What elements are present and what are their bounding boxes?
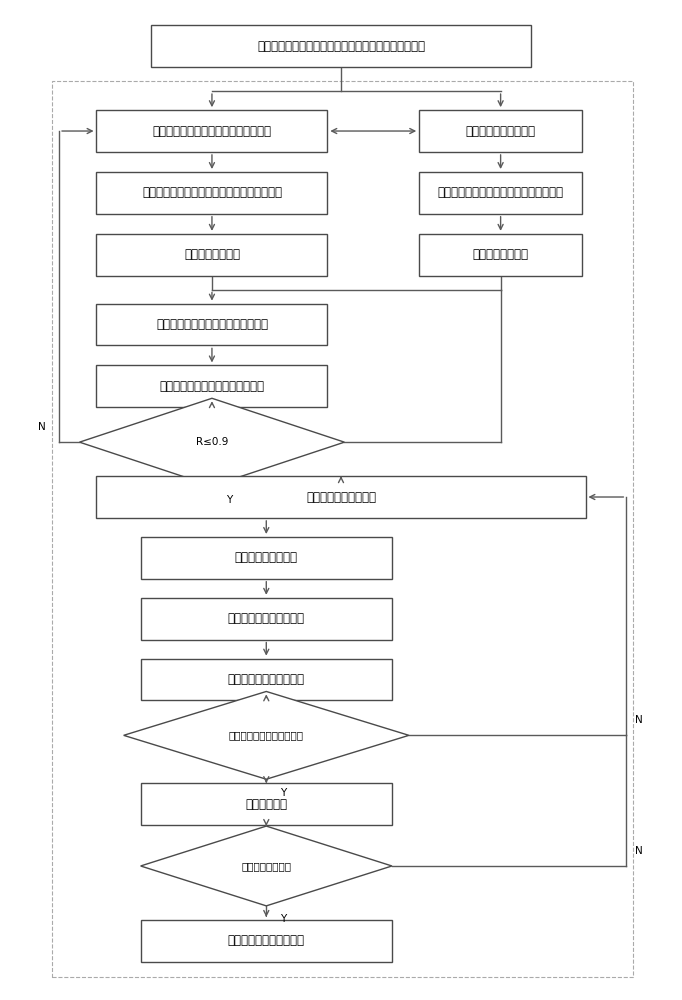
Text: 计算各相位有效绿灯时间: 计算各相位有效绿灯时间 — [228, 612, 305, 625]
FancyBboxPatch shape — [96, 234, 327, 276]
Polygon shape — [123, 691, 409, 779]
Text: 确定信号控制相位方案: 确定信号控制相位方案 — [466, 125, 535, 138]
Text: 确定配时时段内交叉口各个进口道各流向的设计交通量: 确定配时时段内交叉口各个进口道各流向的设计交通量 — [257, 40, 425, 53]
Text: 满足信号配时各项约束条件: 满足信号配时各项约束条件 — [228, 730, 303, 740]
Text: 确定黄灯时间、全红时间、绿灯间隔时间: 确定黄灯时间、全红时间、绿灯间隔时间 — [438, 186, 563, 199]
Text: Y: Y — [280, 788, 286, 798]
FancyBboxPatch shape — [140, 598, 392, 640]
FancyBboxPatch shape — [419, 172, 582, 214]
FancyBboxPatch shape — [419, 234, 582, 276]
Text: N: N — [635, 715, 642, 725]
FancyBboxPatch shape — [140, 537, 392, 579]
Text: Y: Y — [280, 914, 286, 924]
Text: 计算最佳信号周期时间: 计算最佳信号周期时间 — [306, 491, 376, 504]
Text: 确定绿灯间隔时间: 确定绿灯间隔时间 — [184, 248, 240, 261]
Text: 满足服务水平要求: 满足服务水平要求 — [241, 861, 291, 871]
FancyBboxPatch shape — [96, 304, 327, 345]
Text: 计算各相位绿灯显示时间: 计算各相位绿灯显示时间 — [228, 673, 305, 686]
Text: 确定各个相位各车道组的设计流量比: 确定各个相位各车道组的设计流量比 — [156, 318, 268, 331]
Polygon shape — [140, 826, 392, 906]
Polygon shape — [80, 398, 344, 486]
Text: 确定信号损失时间: 确定信号损失时间 — [473, 248, 529, 261]
Text: Y: Y — [226, 495, 232, 505]
Text: 确定交叉口各个进口方向车道渠化方案: 确定交叉口各个进口方向车道渠化方案 — [153, 125, 271, 138]
FancyBboxPatch shape — [151, 25, 531, 67]
FancyBboxPatch shape — [140, 920, 392, 962]
Text: N: N — [38, 422, 46, 432]
FancyBboxPatch shape — [140, 783, 392, 825]
Text: R≤0.9: R≤0.9 — [196, 437, 228, 447]
Text: 计算延误时间: 计算延误时间 — [246, 798, 287, 811]
Text: 估算交叉口各个相位各车道组的设计饱和流率: 估算交叉口各个相位各车道组的设计饱和流率 — [142, 186, 282, 199]
Text: 完成交叉口信号控制设计: 完成交叉口信号控制设计 — [228, 934, 305, 947]
Text: 计算各个相位关键设计流量比总和: 计算各个相位关键设计流量比总和 — [160, 380, 265, 393]
FancyBboxPatch shape — [140, 659, 392, 700]
Text: 计算总有效绿灯时间: 计算总有效绿灯时间 — [235, 551, 298, 564]
FancyBboxPatch shape — [96, 172, 327, 214]
Text: N: N — [635, 846, 642, 856]
FancyBboxPatch shape — [96, 110, 327, 152]
FancyBboxPatch shape — [96, 476, 586, 518]
FancyBboxPatch shape — [419, 110, 582, 152]
FancyBboxPatch shape — [96, 365, 327, 407]
